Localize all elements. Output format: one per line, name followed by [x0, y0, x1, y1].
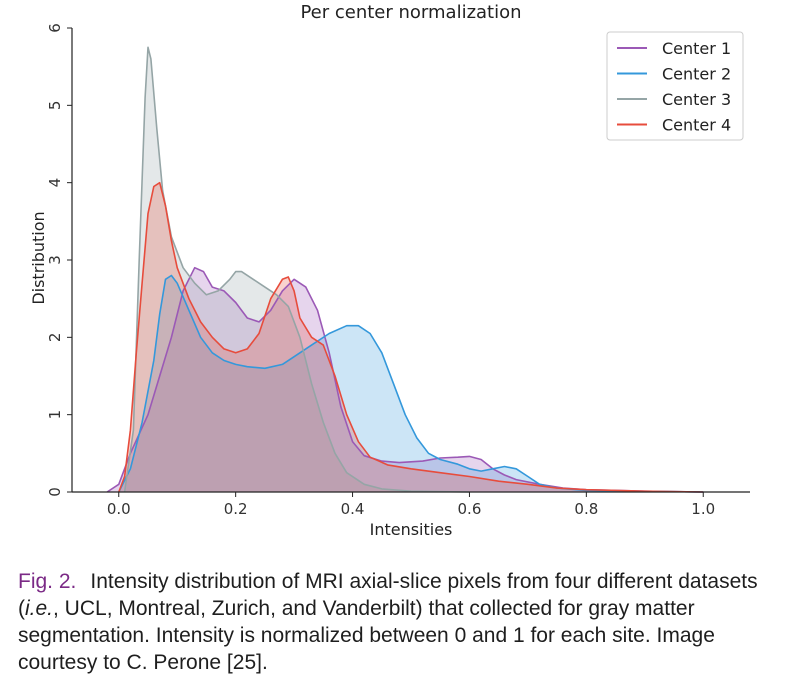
x-ticks: 0.0 0.2 0.4 0.6 0.8 1.0 [107, 492, 715, 518]
area-center-3 [124, 47, 470, 493]
caption-text-b: , UCL, Montreal, Zurich, and Vanderbilt)… [18, 597, 715, 674]
y-tick-label: 6 [46, 23, 64, 33]
x-tick-label: 0.2 [224, 500, 248, 518]
area-center-1 [107, 267, 704, 492]
x-tick-label: 0.0 [107, 500, 131, 518]
x-tick-label: 1.0 [691, 500, 715, 518]
legend-label-center-3: Center 3 [662, 90, 731, 109]
y-tick-label: 2 [46, 333, 64, 343]
line-center-3 [123, 46, 470, 493]
x-axis-label: Intensities [370, 520, 453, 539]
legend-label-center-1: Center 1 [662, 39, 731, 58]
x-tick-label: 0.4 [341, 500, 365, 518]
y-tick-label: 0 [46, 487, 64, 497]
y-ticks: 0 1 2 3 4 5 6 [46, 23, 72, 497]
caption-text-a: Intensity distribution of MRI axial-slic… [18, 570, 758, 620]
figure-label: Fig. 2. [18, 570, 77, 593]
figure-caption: Fig. 2. Intensity distribution of MRI axi… [18, 568, 778, 676]
chart-title: Per center normalization [300, 2, 521, 23]
density-areas [107, 47, 704, 493]
density-lines [106, 46, 704, 493]
area-center-4 [118, 182, 704, 492]
y-tick-label: 1 [46, 410, 64, 420]
x-tick-label: 0.6 [458, 500, 482, 518]
y-tick-label: 5 [46, 101, 64, 111]
caption-text-italic: i.e. [25, 597, 54, 620]
y-tick-label: 4 [46, 178, 64, 188]
density-chart: 0.0 0.2 0.4 0.6 0.8 1.0 0 1 2 3 4 5 6 Per center no… [29, 2, 750, 539]
line-center-2 [118, 274, 704, 493]
y-tick-label: 3 [46, 255, 64, 265]
legend-label-center-4: Center 4 [662, 116, 731, 135]
legend: Center 1 Center 2 Center 3 Center 4 [606, 31, 744, 141]
line-center-4 [118, 181, 704, 493]
legend-label-center-2: Center 2 [662, 65, 731, 84]
area-center-2 [118, 275, 704, 492]
x-tick-label: 0.8 [574, 500, 598, 518]
legend-box [606, 31, 744, 141]
y-axis-label: Distribution [29, 211, 48, 304]
